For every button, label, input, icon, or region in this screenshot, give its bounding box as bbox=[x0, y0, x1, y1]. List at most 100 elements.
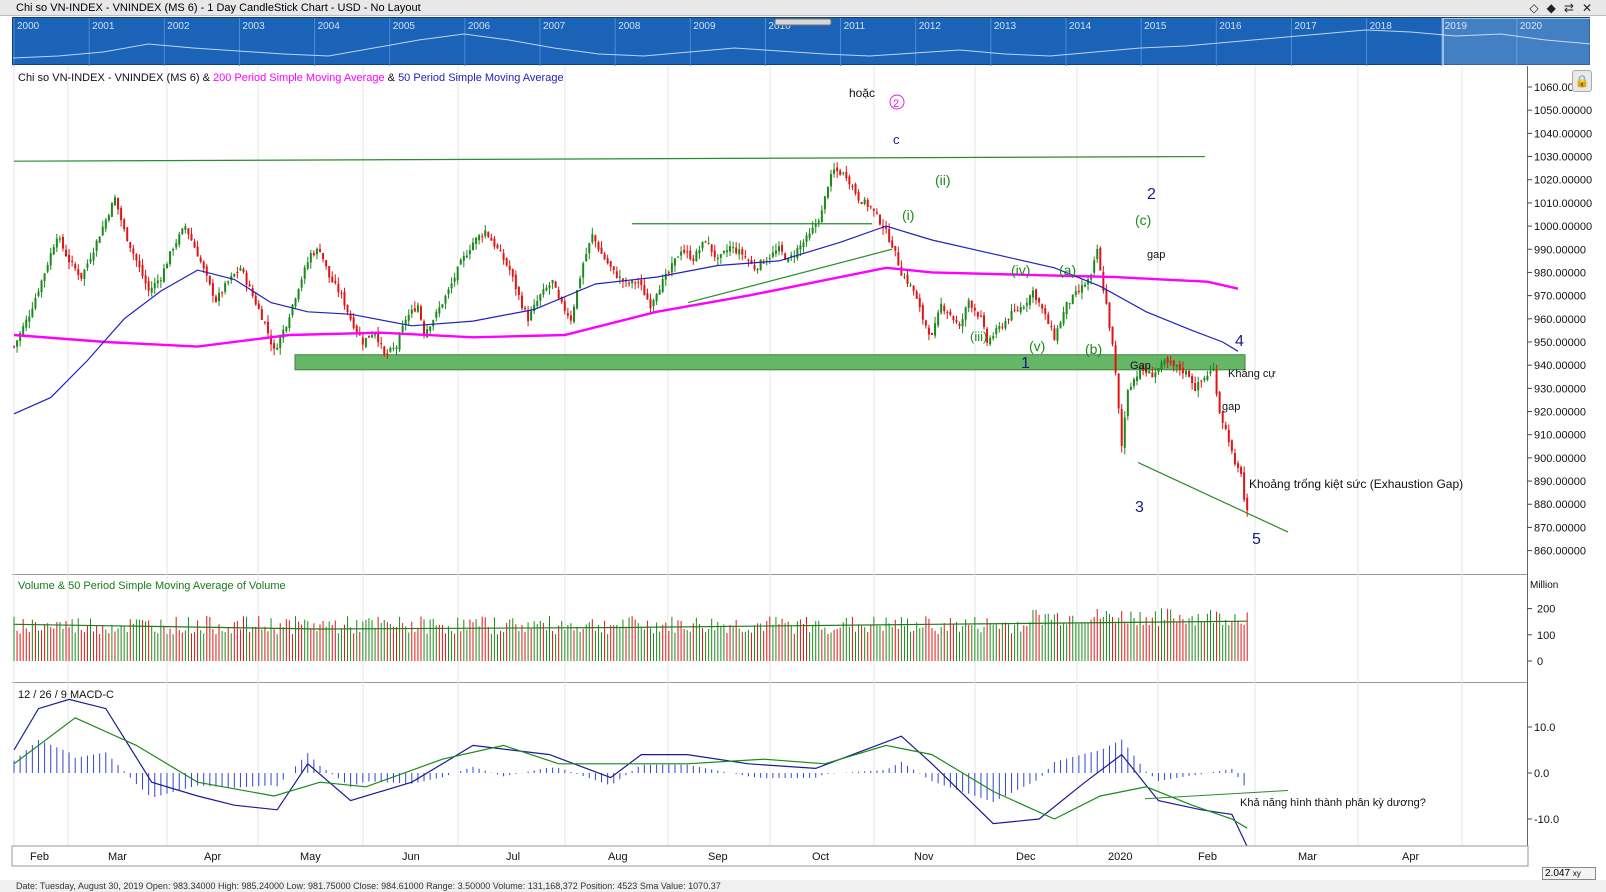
candle-body bbox=[970, 301, 973, 308]
date-axis-label: Mar bbox=[108, 851, 127, 863]
price-tick-label: 880.00000 bbox=[1534, 499, 1586, 511]
candle-body bbox=[597, 242, 600, 250]
candle-body bbox=[579, 278, 582, 289]
candle-body bbox=[1163, 360, 1166, 365]
lock-icon[interactable]: 🔒 bbox=[1572, 70, 1592, 92]
wave-label-iii: (iii) bbox=[970, 329, 987, 344]
price-tick-label: 950.00000 bbox=[1534, 337, 1586, 349]
diamond-filled-icon[interactable]: ◆ bbox=[1546, 1, 1564, 15]
candle-body bbox=[150, 287, 153, 293]
candle-body bbox=[695, 251, 698, 262]
price-tick-label: 890.00000 bbox=[1534, 476, 1586, 488]
candle-body bbox=[107, 215, 110, 221]
candle-body bbox=[652, 300, 655, 307]
candle-body bbox=[1041, 304, 1044, 309]
candle-body bbox=[43, 273, 46, 282]
candle-body bbox=[92, 252, 95, 261]
candle-body bbox=[1001, 326, 1004, 328]
candle-body bbox=[193, 241, 196, 248]
candle-body bbox=[771, 252, 774, 257]
candle-body bbox=[606, 258, 609, 264]
date-navigator[interactable]: 2000 2001 2002 2003 2004 2005 2006 2007 2008 2009… bbox=[12, 17, 1592, 67]
price-tick-label: 940.00000 bbox=[1534, 360, 1586, 372]
price-tick-label: 1010.00000 bbox=[1534, 198, 1592, 210]
candle-body bbox=[976, 312, 979, 317]
candle-body bbox=[218, 292, 221, 302]
candle-body bbox=[468, 250, 471, 254]
navigator-year-label: 2011 bbox=[844, 21, 866, 32]
date-axis-label: Nov bbox=[914, 851, 934, 863]
candle-body bbox=[419, 306, 422, 320]
diamond-outline-icon[interactable]: ◇ bbox=[1529, 1, 1547, 15]
candle-body bbox=[1077, 290, 1080, 292]
candle-body bbox=[1230, 440, 1233, 452]
candle-body bbox=[227, 281, 230, 283]
candle-body bbox=[416, 305, 419, 312]
candle-body bbox=[542, 289, 545, 295]
candle-body bbox=[799, 245, 802, 250]
candle-body bbox=[1221, 411, 1224, 423]
candle-body bbox=[722, 251, 725, 253]
candle-body bbox=[1139, 366, 1142, 379]
candle-body bbox=[1031, 290, 1034, 298]
candle-body bbox=[141, 265, 144, 277]
candle-body bbox=[790, 255, 793, 258]
candle-body bbox=[967, 300, 970, 308]
zoom-level-box[interactable]: 2.047 xy bbox=[1542, 867, 1596, 880]
candle-body bbox=[383, 346, 386, 355]
macd-tick-label: -10.0 bbox=[1534, 814, 1559, 826]
price-tick-label: 990.00000 bbox=[1534, 244, 1586, 256]
candle-body bbox=[441, 304, 444, 308]
candle-body bbox=[74, 264, 77, 269]
candle-body bbox=[169, 251, 172, 265]
candle-body bbox=[172, 249, 175, 251]
candle-body bbox=[19, 333, 22, 341]
candle-body bbox=[768, 258, 771, 260]
swap-icon[interactable]: ⇄ bbox=[1563, 1, 1582, 15]
candle-body bbox=[744, 256, 747, 258]
candle-body bbox=[955, 319, 958, 323]
candle-body bbox=[1224, 424, 1227, 430]
date-axis-label: Aug bbox=[608, 851, 628, 863]
candle-body bbox=[435, 311, 438, 318]
candle-body bbox=[517, 287, 520, 295]
candle-body bbox=[931, 333, 933, 335]
volume-sma-line bbox=[13, 620, 1248, 630]
navigator-year-label: 2019 bbox=[1445, 21, 1468, 32]
candle-body bbox=[781, 244, 784, 252]
candle-body bbox=[288, 317, 291, 328]
candle-body bbox=[698, 249, 701, 254]
candle-body bbox=[343, 291, 346, 306]
candle-body bbox=[1243, 472, 1246, 500]
candle-body bbox=[16, 340, 19, 347]
candle-body bbox=[1188, 371, 1191, 377]
candle-body bbox=[1038, 298, 1041, 303]
close-icon[interactable]: ✕ bbox=[1581, 1, 1600, 15]
candle-body bbox=[909, 284, 912, 286]
candle-body bbox=[187, 228, 190, 235]
price-tick-label: 900.00000 bbox=[1534, 453, 1586, 465]
candle-body bbox=[603, 253, 606, 260]
candle-body bbox=[1102, 272, 1105, 292]
candle-body bbox=[750, 260, 753, 264]
xy-icon: xy bbox=[1572, 869, 1581, 878]
candle-body bbox=[239, 268, 242, 271]
candle-body bbox=[857, 192, 860, 201]
candle-body bbox=[1212, 368, 1215, 371]
candle-body bbox=[251, 288, 254, 296]
candle-body bbox=[104, 219, 107, 229]
navigator-overview[interactable]: 2000 2001 2002 2003 2004 2005 2006 2007 2008 2009… bbox=[12, 17, 1592, 67]
candle-body bbox=[634, 282, 637, 284]
candle-body bbox=[845, 172, 848, 179]
candle-body bbox=[453, 277, 456, 282]
candle-body bbox=[349, 314, 352, 320]
candle-body bbox=[22, 326, 25, 335]
candle-body bbox=[576, 290, 579, 309]
candle-body bbox=[196, 246, 199, 257]
candle-body bbox=[129, 242, 132, 248]
candle-body bbox=[1148, 370, 1151, 374]
candle-body bbox=[1059, 322, 1062, 329]
volume-tick-label: 200 bbox=[1537, 604, 1555, 616]
candle-body bbox=[591, 234, 594, 243]
navigator-year-label: 2006 bbox=[468, 21, 491, 32]
